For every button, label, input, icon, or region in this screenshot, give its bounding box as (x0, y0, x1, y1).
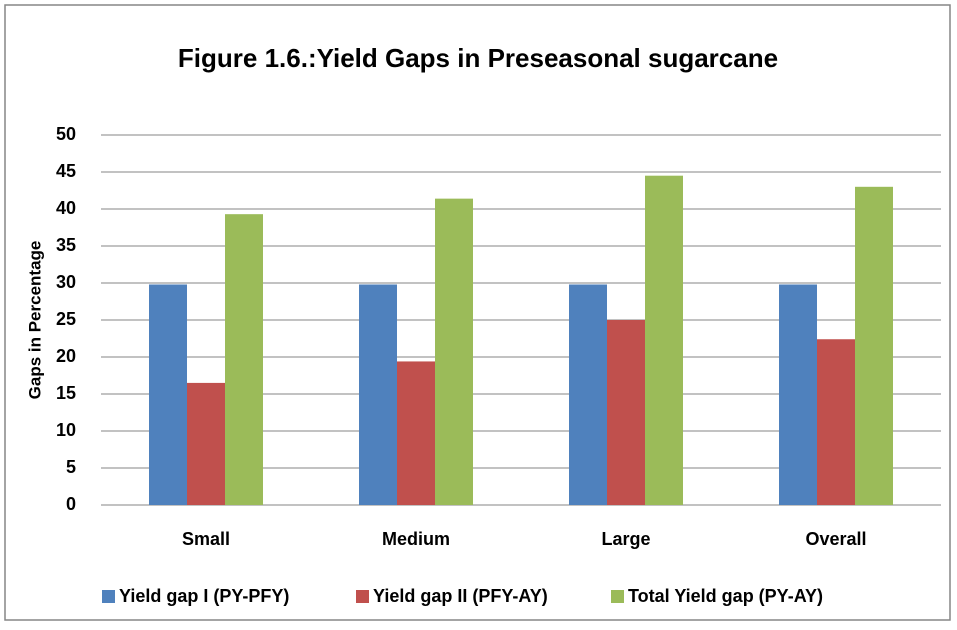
legend-label: Yield gap I (PY-PFY) (119, 586, 289, 606)
bar (359, 284, 397, 505)
y-tick-label: 30 (56, 272, 76, 292)
legend-label: Total Yield gap (PY-AY) (628, 586, 823, 606)
bar (817, 339, 855, 505)
y-axis-label: Gaps in Percentage (25, 241, 44, 400)
bar (645, 175, 683, 505)
y-tick-label: 25 (56, 309, 76, 329)
y-tick-label: 20 (56, 346, 76, 366)
legend-swatch (356, 590, 369, 603)
bar (779, 284, 817, 505)
x-tick-label: Medium (382, 529, 450, 549)
y-tick-label: 0 (66, 494, 76, 514)
y-tick-label: 35 (56, 235, 76, 255)
y-tick-label: 10 (56, 420, 76, 440)
bar (435, 198, 473, 505)
y-tick-label: 45 (56, 161, 76, 181)
bar (187, 382, 225, 505)
bar (855, 186, 893, 506)
legend-swatch (611, 590, 624, 603)
chart-title: Figure 1.6.:Yield Gaps in Preseasonal su… (178, 43, 778, 73)
x-tick-label: Overall (805, 529, 866, 549)
y-tick-label: 15 (56, 383, 76, 403)
x-tick-label: Small (182, 529, 230, 549)
bar (569, 284, 607, 505)
x-tick-label: Large (601, 529, 650, 549)
bar (225, 214, 263, 505)
y-tick-label: 5 (66, 457, 76, 477)
legend-label: Yield gap II (PFY-AY) (373, 586, 548, 606)
legend-swatch (102, 590, 115, 603)
y-tick-label: 40 (56, 198, 76, 218)
bar (397, 361, 435, 505)
bar (149, 284, 187, 505)
y-tick-label: 50 (56, 124, 76, 144)
bar (607, 320, 645, 505)
